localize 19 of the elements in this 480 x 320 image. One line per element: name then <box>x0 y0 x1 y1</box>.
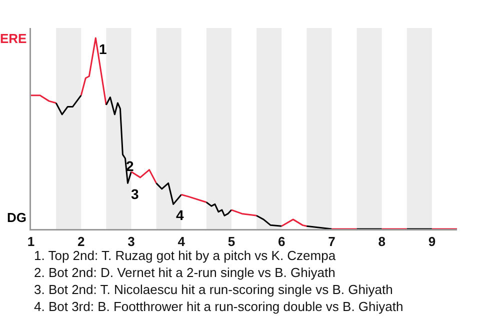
x-tick-label: 1 <box>27 234 35 250</box>
x-tick-label: 4 <box>178 234 186 250</box>
x-tick-label: 6 <box>278 234 286 250</box>
text: 3. Bot 2nd: T. Nicolaescu hit a run-scoring single vs B. Ghiyath <box>34 282 393 297</box>
x-tick-label: 2 <box>78 234 85 250</box>
text: 2. Bot 2nd: D. Vernet hit a 2-run single vs B. Ghiyath <box>34 265 336 280</box>
annotation: 2 <box>126 158 134 174</box>
text: 4. Bot 3rd: B. Footthrower hit a run-scoring double vs B. Ghiyath <box>34 299 404 314</box>
annotation: 4 <box>176 207 184 223</box>
text: DG <box>7 210 26 225</box>
x-tick-label: 8 <box>378 234 386 250</box>
annotation: 3 <box>131 186 139 202</box>
x-tick-label: 9 <box>428 234 436 250</box>
x-tick-label: 3 <box>128 234 135 250</box>
text: 1. Top 2nd: T. Ruzag got hit by a pitch vs K. Czempa <box>34 248 336 263</box>
x-tick-label: 7 <box>328 234 336 250</box>
x-tick-label: 5 <box>228 234 236 250</box>
annotation: 1 <box>99 41 107 57</box>
text: ERE <box>0 31 28 46</box>
